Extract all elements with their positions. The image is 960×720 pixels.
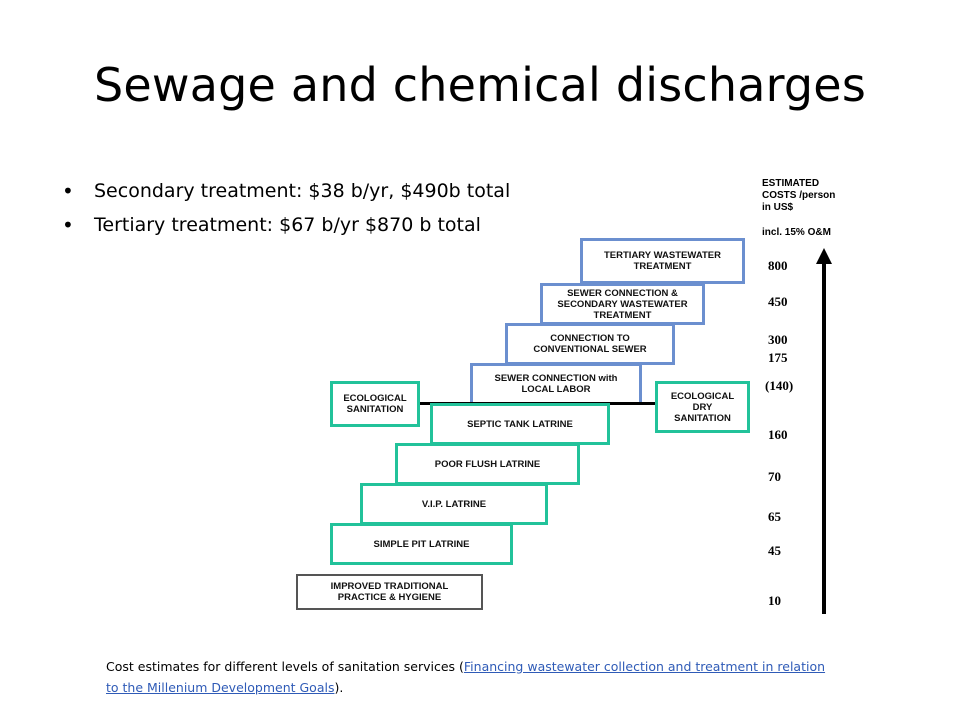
cost-label: 45	[768, 543, 781, 558]
bullet-text: Tertiary treatment: $67 b/yr $870 b tota…	[94, 214, 481, 236]
caption-suffix: ).	[334, 680, 344, 695]
cost-label-ecological: (140)	[765, 378, 794, 393]
arrow-up-icon	[816, 248, 832, 264]
step-poor-flush: POOR FLUSH LATRINE	[395, 443, 580, 485]
step-vip-latrine: V.I.P. LATRINE	[360, 483, 548, 525]
cost-label: 10	[768, 593, 781, 608]
step-sewer-local-labor: SEWER CONNECTION with LOCAL LABOR	[470, 363, 642, 405]
step-conventional-sewer: CONNECTION TO CONVENTIONAL SEWER	[505, 323, 675, 365]
cost-label: 450	[768, 294, 788, 309]
bullet-item: • Secondary treatment: $38 b/yr, $490b t…	[62, 174, 510, 208]
step-tertiary-treatment: TERTIARY WASTEWATER TREATMENT	[580, 238, 745, 284]
cost-label: 70	[768, 469, 781, 484]
costs-note: incl. 15% O&M	[762, 227, 831, 238]
cost-label: 65	[768, 509, 781, 524]
cost-label: 175	[768, 350, 788, 365]
cost-label: 800	[768, 258, 788, 273]
caption: Cost estimates for different levels of s…	[106, 656, 826, 698]
bullet-text: Secondary treatment: $38 b/yr, $490b tot…	[94, 180, 511, 202]
bullet-item: • Tertiary treatment: $67 b/yr $870 b to…	[62, 208, 510, 242]
step-septic-tank: SEPTIC TANK LATRINE	[430, 403, 610, 445]
bullet-list: • Secondary treatment: $38 b/yr, $490b t…	[62, 174, 510, 242]
ecological-sanitation-box: ECOLOGICAL SANITATION	[330, 381, 420, 427]
ecological-dry-sanitation-box: ECOLOGICAL DRY SANITATION	[655, 381, 750, 433]
arrow-shaft	[822, 258, 826, 614]
cost-label: 160	[768, 427, 788, 442]
step-secondary-treatment: SEWER CONNECTION & SECONDARY WASTEWATER …	[540, 283, 705, 325]
slide-title: Sewage and chemical discharges	[94, 58, 866, 112]
step-traditional-practice: IMPROVED TRADITIONAL PRACTICE & HYGIENE	[296, 574, 483, 610]
costs-header: ESTIMATED COSTS /person in US$	[762, 178, 836, 213]
caption-prefix: Cost estimates for different levels of s…	[106, 659, 464, 674]
source-link[interactable]: Financing wastewater collection and trea…	[106, 659, 826, 695]
step-simple-pit: SIMPLE PIT LATRINE	[330, 523, 513, 565]
bullet-dot-icon: •	[62, 213, 74, 237]
bullet-dot-icon: •	[62, 179, 74, 203]
cost-label: 300	[768, 332, 788, 347]
